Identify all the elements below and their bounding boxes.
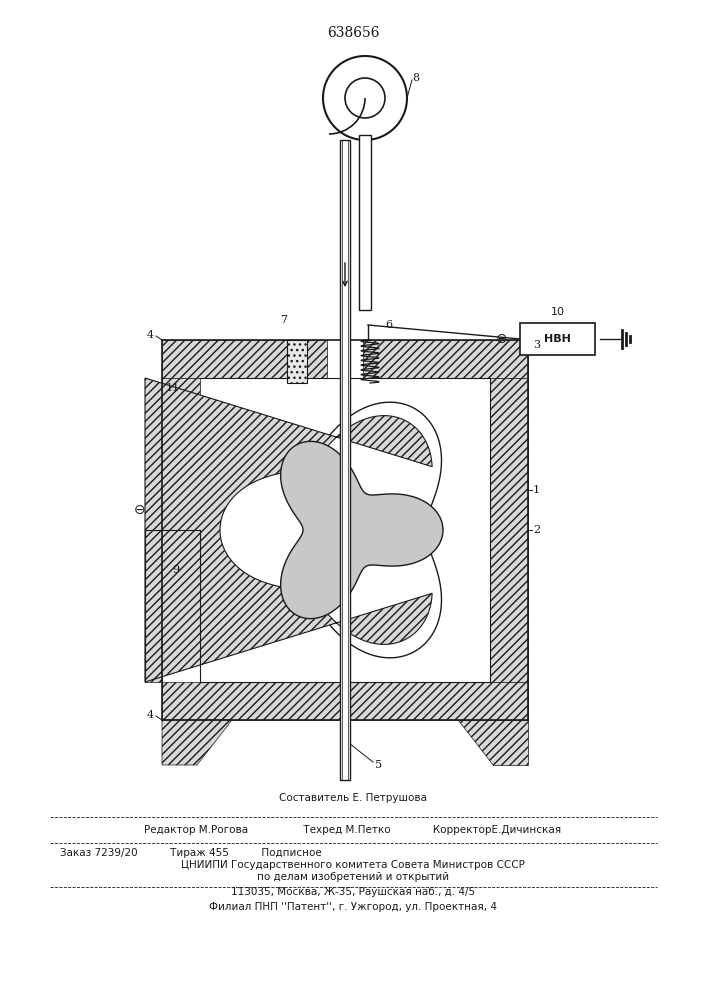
- Polygon shape: [490, 378, 528, 682]
- Text: 11: 11: [165, 383, 180, 393]
- Text: 4: 4: [147, 710, 154, 720]
- Polygon shape: [162, 682, 528, 720]
- Circle shape: [345, 78, 385, 118]
- Polygon shape: [458, 720, 528, 765]
- Text: ЦНИИПИ Государственного комитета Совета Министров СССР: ЦНИИПИ Государственного комитета Совета …: [181, 860, 525, 870]
- Polygon shape: [363, 340, 528, 378]
- Text: НВН: НВН: [544, 334, 571, 344]
- Circle shape: [323, 56, 407, 140]
- Text: 1: 1: [533, 485, 540, 495]
- Text: по делам изобретений и открытий: по делам изобретений и открытий: [257, 872, 449, 882]
- Text: Редактор М.Рогова                 Техред М.Петко             КорректорЕ.Дичинска: Редактор М.Рогова Техред М.Петко Коррект…: [144, 825, 561, 835]
- Text: Заказ 7239/20          Тираж 455          Подписное: Заказ 7239/20 Тираж 455 Подписное: [60, 848, 322, 858]
- Text: Филиал ПНП ''Патент'', г. Ужгород, ул. Проектная, 4: Филиал ПНП ''Патент'', г. Ужгород, ул. П…: [209, 902, 497, 912]
- Text: 10: 10: [551, 307, 564, 317]
- Text: ⊖: ⊖: [496, 332, 508, 346]
- Text: 9: 9: [172, 565, 179, 575]
- Text: 5: 5: [375, 760, 382, 770]
- Text: Составитель Е. Петрушова: Составитель Е. Петрушова: [279, 793, 427, 803]
- Polygon shape: [340, 140, 350, 780]
- Text: 7: 7: [280, 315, 287, 325]
- Polygon shape: [281, 441, 443, 619]
- Polygon shape: [359, 135, 371, 310]
- Text: 3: 3: [533, 340, 540, 350]
- Text: 113035, Москва, Ж-35, Раушская наб., д. 4/5: 113035, Москва, Ж-35, Раушская наб., д. …: [231, 887, 475, 897]
- Polygon shape: [145, 378, 432, 682]
- Polygon shape: [145, 530, 162, 682]
- Polygon shape: [287, 340, 307, 383]
- Polygon shape: [162, 720, 232, 765]
- Text: 638656: 638656: [327, 26, 379, 40]
- Text: 2: 2: [533, 525, 540, 535]
- Text: ⊖: ⊖: [134, 503, 146, 517]
- Polygon shape: [162, 378, 200, 530]
- Text: 6: 6: [385, 320, 392, 330]
- Text: 8: 8: [412, 73, 419, 83]
- Text: 4: 4: [147, 330, 154, 340]
- Bar: [520, 323, 595, 355]
- Polygon shape: [205, 402, 441, 658]
- Polygon shape: [162, 340, 327, 378]
